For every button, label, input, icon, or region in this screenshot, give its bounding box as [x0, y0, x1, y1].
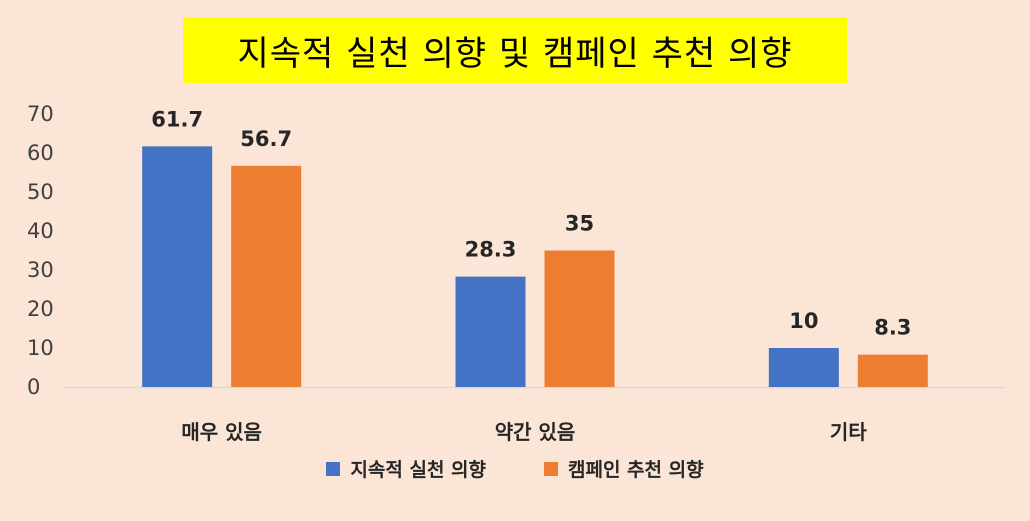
data-label: 8.3 — [874, 316, 911, 340]
category-label: 기타 — [830, 420, 867, 444]
bar-series-2-3 — [857, 354, 928, 387]
legend-item-series-1: 지속적 실천 의향 — [326, 455, 486, 482]
y-tick-label: 60 — [27, 141, 54, 165]
y-tick-label: 10 — [27, 336, 54, 360]
data-label: 61.7 — [151, 107, 203, 131]
category-labels: 매우 있음 약간 있음 기타 — [181, 420, 867, 444]
chart-title-box: 지속적 실천 의향 및 캠페인 추천 의향 — [183, 17, 847, 83]
chart-title: 지속적 실천 의향 및 캠페인 추천 의향 — [237, 33, 793, 74]
y-tick-label: 20 — [27, 297, 54, 321]
bar-series-2-2 — [544, 250, 615, 387]
y-tick-label: 40 — [27, 219, 54, 243]
legend-swatch-series-1 — [326, 461, 341, 476]
legend-label-series-2: 캠페인 추천 의향 — [568, 459, 704, 481]
category-label: 매우 있음 — [181, 420, 262, 444]
bar-series-1-3 — [768, 348, 839, 387]
y-tick-label: 50 — [27, 180, 54, 204]
bar-series-2-1 — [231, 165, 302, 387]
y-tick-label: 0 — [27, 375, 40, 399]
category-label: 약간 있음 — [495, 420, 576, 444]
y-tick-label: 70 — [27, 102, 54, 126]
data-label: 10 — [789, 309, 818, 333]
data-label: 35 — [565, 212, 594, 236]
y-axis-ticks: 0 10 20 30 40 50 60 70 — [27, 102, 54, 399]
bars-group — [142, 146, 928, 387]
legend: 지속적 실천 의향 캠페인 추천 의향 — [0, 455, 1030, 482]
legend-swatch-series-2 — [544, 461, 558, 476]
data-label: 28.3 — [465, 238, 517, 262]
data-label: 56.7 — [240, 127, 292, 151]
legend-item-series-2: 캠페인 추천 의향 — [544, 455, 704, 482]
legend-label-series-1: 지속적 실천 의향 — [350, 459, 486, 481]
bar-series-1-1 — [142, 146, 213, 387]
bar-series-1-2 — [455, 276, 526, 387]
data-labels-group: 61.7 56.7 28.3 35 10 8.3 — [151, 107, 911, 339]
y-tick-label: 30 — [27, 258, 54, 282]
